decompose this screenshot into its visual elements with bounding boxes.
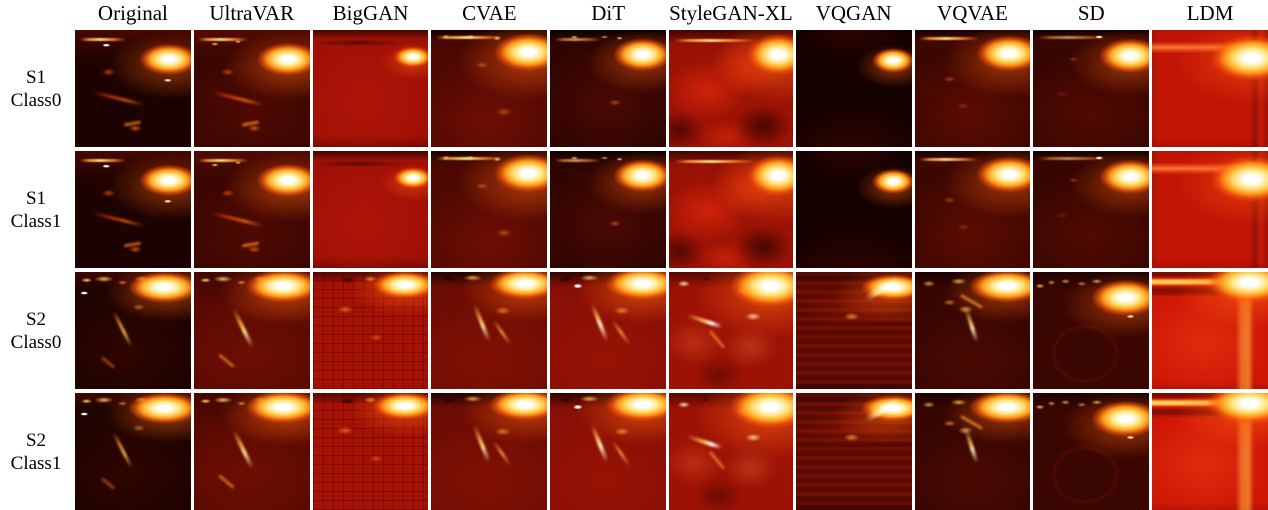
row-label-line: Class1 <box>10 452 62 474</box>
vessel-streak <box>211 90 265 107</box>
column-header-original: Original <box>97 0 168 25</box>
vessel-streak <box>92 90 146 107</box>
vessel-streak <box>101 477 116 490</box>
column-header-vqgan: VQGAN <box>815 0 892 25</box>
heatmap-s2-class0-original <box>75 272 191 389</box>
column-header-vqvae: VQVAE <box>937 0 1008 25</box>
heatmap-s1-class1-original <box>75 151 191 268</box>
vessel-streak <box>112 311 133 348</box>
heatmap-s2-class1-ldm <box>1152 393 1268 510</box>
heatmap-s2-class0-ultravar <box>193 272 310 389</box>
heatmap-s2-class1-ultravar <box>193 393 310 510</box>
heatmap-s1-class1-dit <box>550 151 667 268</box>
vessel-streak <box>686 313 724 329</box>
heatmap-s1-class1-cvae <box>431 151 548 268</box>
row-label-s2-class0: S2 Class0 <box>0 272 72 389</box>
vessel-streak <box>242 241 260 248</box>
row-label-line: Class1 <box>10 210 62 232</box>
vessel-streak <box>611 439 631 467</box>
heatmap-s2-class0-sd <box>1033 272 1150 389</box>
row-label-line: Class0 <box>10 331 62 353</box>
heatmap-s1-class0-original <box>75 30 191 147</box>
row-label-s2-class1: S2 Class1 <box>0 393 72 510</box>
vessel-streak <box>964 308 979 343</box>
heatmap-s1-class0-stylegan <box>669 30 793 147</box>
heatmap-s2-class1-vqvae <box>914 393 1031 510</box>
heatmap-s1-class0-biggan <box>312 30 429 147</box>
row-label-s1-class1: S1 Class1 <box>0 151 72 268</box>
row-label-s1-class0: S1 Class0 <box>0 30 72 147</box>
column-header-ldm: LDM <box>1186 0 1234 25</box>
heatmap-s1-class0-dit <box>550 30 667 147</box>
heatmap-s2-class0-cvae <box>431 272 548 389</box>
vessel-streak <box>231 308 254 348</box>
heatmap-s1-class1-stylegan <box>669 151 793 268</box>
heatmap-s2-class0-biggan <box>312 272 429 389</box>
vessel-streak <box>959 414 984 431</box>
heatmap-s1-class0-ultravar <box>193 30 310 147</box>
vessel-streak <box>231 429 254 469</box>
heatmap-s1-class0-cvae <box>431 30 548 147</box>
vessel-streak <box>211 211 265 228</box>
vessel-streak <box>492 318 512 346</box>
vessel-streak <box>959 293 984 310</box>
vessel-streak <box>492 439 512 467</box>
row-label-line: S2 <box>25 429 47 451</box>
vessel-streak <box>611 318 631 346</box>
heatmap-s1-class1-vqvae <box>914 151 1031 268</box>
heatmap-s1-class1-vqgan <box>795 151 912 268</box>
heatmap-s1-class1-sd <box>1033 151 1150 268</box>
heatmap-s1-class1-ultravar <box>193 151 310 268</box>
row-label-line: Class0 <box>10 89 62 111</box>
heatmap-s2-class0-dit <box>550 272 667 389</box>
vessel-streak <box>708 450 726 470</box>
vessel-streak <box>123 120 142 127</box>
heatmap-s1-class0-sd <box>1033 30 1150 147</box>
heatmap-s2-class1-vqgan <box>795 393 912 510</box>
column-header-biggan: BigGAN <box>332 0 409 25</box>
heatmap-s2-class1-cvae <box>431 393 548 510</box>
vessel-streak <box>123 241 142 248</box>
vessel-streak <box>112 432 133 469</box>
vessel-streak <box>472 304 491 343</box>
vessel-streak <box>708 329 726 349</box>
heatmap-s2-class1-dit <box>550 393 667 510</box>
vessel-streak <box>92 211 146 228</box>
vessel-streak <box>218 352 235 368</box>
vessel-streak <box>590 425 610 464</box>
heatmap-s1-class0-ldm <box>1152 30 1268 147</box>
vessel-streak <box>964 429 979 464</box>
heatmap-s1-class1-biggan <box>312 151 429 268</box>
vessel-streak <box>864 397 902 423</box>
vessel-streak <box>242 120 260 127</box>
vessel-streak <box>472 425 491 464</box>
heatmap-s2-class0-vqgan <box>795 272 912 389</box>
heatmap-s2-class1-original <box>75 393 191 510</box>
row-label-line: S1 <box>25 66 47 88</box>
column-header-stylegan: StyleGAN-XL <box>669 0 793 25</box>
row-label-line: S1 <box>25 187 47 209</box>
heatmap-s2-class1-stylegan <box>669 393 793 510</box>
vessel-streak <box>864 276 902 302</box>
row-label-line: S2 <box>25 308 47 330</box>
heatmap-s2-class0-vqvae <box>914 272 1031 389</box>
heatmap-s1-class1-ldm <box>1152 151 1268 268</box>
column-header-sd: SD <box>1077 0 1105 25</box>
vessel-streak <box>686 434 724 450</box>
vessel-streak <box>590 304 610 343</box>
column-header-ultravar: UltraVAR <box>209 0 295 25</box>
column-header-cvae: CVAE <box>462 0 517 25</box>
corner-spacer <box>0 0 72 26</box>
column-header-dit: DiT <box>591 0 626 25</box>
heatmap-s2-class0-ldm <box>1152 272 1268 389</box>
heatmap-s2-class1-biggan <box>312 393 429 510</box>
heatmap-s2-class1-sd <box>1033 393 1150 510</box>
heatmap-s2-class0-stylegan <box>669 272 793 389</box>
vessel-streak <box>218 473 235 489</box>
heatmap-s1-class0-vqgan <box>795 30 912 147</box>
vessel-streak <box>101 356 116 369</box>
heatmap-s1-class0-vqvae <box>914 30 1031 147</box>
